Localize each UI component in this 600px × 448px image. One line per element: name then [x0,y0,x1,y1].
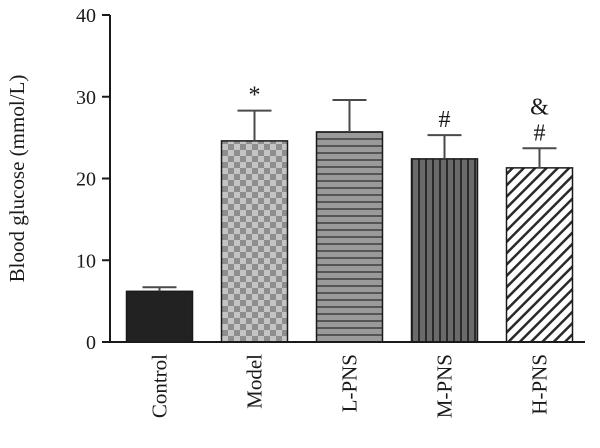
category-label-m-pns: M-PNS [433,354,457,418]
bar-control [125,290,194,343]
category-label-l-pns: L-PNS [338,354,362,412]
significance-marker: & [530,94,549,120]
category-label-h-pns: H-PNS [528,354,552,415]
significance-marker: * [249,83,261,109]
bar-m-pns [410,158,479,343]
significance-marker: # [534,120,546,146]
y-tick-label: 30 [76,87,96,109]
category-label-control: Control [148,354,172,418]
category-label-model: Model [243,354,267,409]
significance-marker: # [439,107,451,133]
y-axis-title: Blood glucose (mmol/L) [5,75,29,283]
category-labels-group: Control Model L-PNS M-PNS H-PNS [148,354,552,418]
error-bars-group [142,99,557,292]
annotations-group: *##& [249,83,550,147]
y-axis-ticks: 0 10 20 30 40 [76,5,110,354]
y-tick-label: 0 [86,332,96,354]
y-tick-label: 20 [76,169,96,191]
bar-l-pns [315,131,384,343]
bar-h-pns [505,167,574,343]
y-tick-label: 40 [76,5,96,27]
y-tick-label: 10 [76,250,96,272]
bar-model [220,140,289,343]
bars-group [125,131,574,343]
